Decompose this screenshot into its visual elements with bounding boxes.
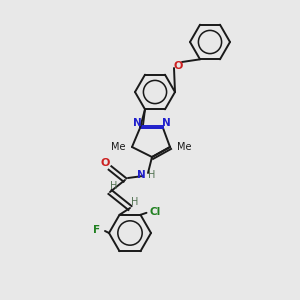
Text: Me: Me bbox=[111, 142, 125, 152]
Text: O: O bbox=[173, 61, 183, 71]
Text: F: F bbox=[93, 225, 100, 235]
Text: H: H bbox=[131, 197, 139, 207]
Text: N: N bbox=[133, 118, 141, 128]
Text: Me: Me bbox=[177, 142, 191, 152]
Text: Cl: Cl bbox=[150, 207, 161, 217]
Text: H: H bbox=[110, 181, 118, 191]
Text: O: O bbox=[100, 158, 110, 168]
Text: H: H bbox=[148, 170, 156, 180]
Text: N: N bbox=[162, 118, 170, 128]
Text: N: N bbox=[136, 170, 146, 180]
